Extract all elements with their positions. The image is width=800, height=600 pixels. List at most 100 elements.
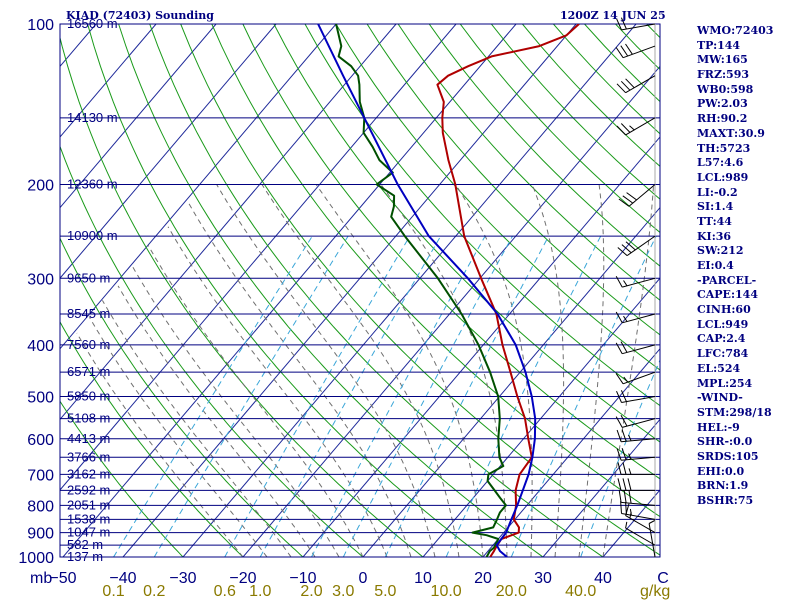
height-label: 2592 m [67, 482, 110, 497]
wind-barb-flag [616, 83, 626, 94]
wind-barb-half-flag [623, 280, 628, 287]
wind-barb [615, 371, 656, 385]
wind-barb-staff [625, 117, 656, 136]
index-entry: EHI:0.0 [697, 464, 745, 478]
pressure-axis: 100 200 300 400 500 600 700 800 900 1000 [18, 17, 54, 567]
wind-barb [625, 521, 656, 546]
profiles [317, 24, 580, 557]
height-label: 2051 m [67, 497, 110, 512]
moist-adiabat [261, 184, 460, 557]
isotherm [60, 24, 337, 350]
index-entry: CAPE:144 [697, 288, 758, 302]
wind-barb-half-flag [629, 508, 632, 516]
index-entry: MW:165 [697, 53, 748, 67]
wind-barb-flag [616, 18, 622, 31]
wind-barb [615, 415, 656, 428]
height-label: 5108 m [67, 411, 110, 426]
mixing-ratio-label: 0.2 [143, 583, 165, 600]
wind-barb-flag [628, 490, 632, 504]
wind-barb [616, 17, 656, 31]
wind-barb-staff [625, 527, 656, 546]
moist-adiabat [167, 226, 388, 557]
mixing-ratio-line [259, 235, 442, 557]
height-label: 14130 m [67, 110, 118, 125]
wind-barb [618, 184, 656, 207]
wind-barb-staff [622, 371, 656, 385]
isotherm [60, 24, 157, 138]
wind-barb [616, 447, 656, 461]
wind-barb-flag [620, 415, 628, 427]
wind-barb-staff [622, 45, 656, 59]
wind-barb-flag [620, 341, 628, 353]
mixing-ratio-label: 20.0 [496, 583, 527, 600]
wind-barb-flag [615, 342, 623, 354]
index-entry: CINH:60 [697, 303, 751, 317]
height-label: 3162 m [67, 466, 110, 481]
wind-barb [615, 311, 656, 324]
wind-barb-flag [622, 478, 627, 491]
mixing-ratio-line [510, 235, 657, 557]
wind-barbs [615, 17, 656, 558]
isotherm [302, 136, 660, 557]
isotherm [482, 347, 660, 557]
temperature-tick-label: 30 [534, 570, 552, 587]
isotherm [60, 24, 217, 209]
isotherm [60, 24, 277, 279]
wind-barb-flag [626, 192, 637, 201]
wind-barb-flag [616, 448, 622, 461]
mixing-ratio-label: 2.0 [300, 583, 322, 600]
index-entry: LI:-0.2 [697, 185, 738, 199]
wind-barb-staff [622, 344, 656, 355]
wind-barb-flag [625, 501, 627, 515]
wind-barb-flag [621, 244, 632, 254]
wind-barb [616, 429, 656, 443]
height-label: 10900 m [67, 228, 118, 243]
pressure-tick-label: 800 [27, 498, 54, 515]
wind-barb-flag [620, 501, 622, 514]
wind-barb-staff [621, 501, 656, 506]
index-entry: RH:90.2 [697, 112, 748, 126]
temperature-tick-label: −20 [229, 570, 256, 587]
wind-barb-flag [620, 80, 631, 91]
pressure-tick-label: 300 [27, 271, 54, 288]
wind-barb-flag [625, 43, 633, 55]
index-entry: HEL:-9 [697, 420, 740, 434]
mixing-ratio-line [224, 235, 411, 557]
wind-barb-flag [620, 123, 631, 133]
index-entry: MPL:254 [697, 376, 753, 390]
indices-panel: WMO:72403 TP:144 MW:165 FRZ:593 WB0:598 PW:2.… [697, 24, 800, 509]
moist-adiabat [76, 332, 244, 557]
wind-barb-staff [626, 235, 656, 257]
pressure-unit-label: mb [30, 570, 52, 587]
height-labels: 16560 m 14130 m 12360 m 10900 m 9650 m 8545 m… [67, 16, 118, 564]
wind-barb-flag [615, 311, 623, 324]
mixing-ratio-line [445, 235, 602, 557]
wind-barb [617, 462, 656, 475]
wind-barb-flag [618, 490, 622, 503]
temperature-tick-label: C [657, 570, 669, 587]
height-label: 137 m [67, 549, 103, 564]
pressure-tick-label: 100 [27, 17, 54, 34]
wind-barb [615, 341, 656, 355]
index-entry: CAP:2.4 [697, 332, 746, 346]
wind-barb-staff [621, 23, 656, 31]
wind-barb-flag [622, 462, 627, 475]
index-entry: FRZ:593 [697, 68, 750, 82]
index-entry: TP:144 [697, 38, 741, 52]
index-entry: EL:524 [697, 361, 741, 375]
wind-barb-flag [615, 47, 624, 58]
temperature-tick-label: 20 [474, 570, 492, 587]
wind-barb-staff [625, 515, 656, 534]
wind-barb-half-flag [629, 125, 635, 131]
isotherm [60, 24, 457, 491]
temperature-tick-label: 40 [594, 570, 612, 587]
wind-barb-staff [648, 523, 656, 558]
isotherm [62, 24, 517, 557]
wind-barb-half-flag [623, 376, 629, 383]
mixing-ratio-label: 40.0 [565, 583, 596, 600]
moist-adiabat [187, 200, 412, 557]
wind-barb-flag [615, 373, 624, 385]
wind-barb-flag [621, 447, 627, 460]
wind-barb-flag [618, 198, 630, 207]
